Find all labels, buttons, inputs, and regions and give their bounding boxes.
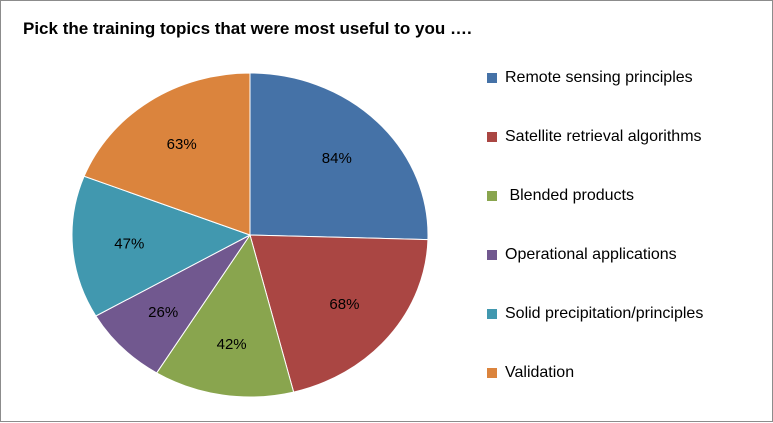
legend-item-operational-applications: Operational applications: [487, 246, 677, 264]
legend-label: Operational applications: [505, 246, 677, 263]
legend-item-satellite-retrieval: Satellite retrieval algorithms: [487, 128, 702, 146]
data-label-validation: 63%: [167, 136, 197, 153]
legend-swatch: [487, 250, 497, 260]
legend-label: Solid precipitation/principles: [505, 305, 704, 322]
legend-swatch: [487, 132, 497, 142]
legend-item-validation: Validation: [487, 364, 574, 382]
legend-swatch: [487, 309, 497, 319]
legend-label: Validation: [505, 364, 575, 381]
pie-slice-blended-products: [155, 233, 295, 398]
legend-item-solid-precipitation: Solid precipitation/principles: [487, 305, 703, 323]
data-label-solid-precipitation: 47%: [114, 235, 144, 252]
data-label-remote-sensing: 84%: [322, 150, 352, 167]
data-label-operational-applications: 26%: [148, 304, 178, 321]
data-label-satellite-retrieval: 68%: [329, 296, 359, 313]
legend-label: Blended products: [505, 187, 634, 204]
legend-label: Satellite retrieval algorithms: [505, 128, 702, 145]
legend-swatch: [487, 191, 497, 201]
legend-item-blended-products: Blended products: [487, 187, 634, 205]
data-label-blended-products: 42%: [217, 336, 247, 353]
legend-item-remote-sensing: Remote sensing principles: [487, 69, 693, 87]
pie-slice-validation: [83, 72, 251, 236]
legend-label: Remote sensing principles: [505, 69, 693, 86]
chart-title: Pick the training topics that were most …: [23, 19, 472, 38]
pie-slice-satellite-retrieval: [249, 234, 429, 393]
legend-swatch: [487, 368, 497, 378]
legend-swatch: [487, 73, 497, 83]
pie-slice-solid-precipitation: [71, 175, 252, 317]
pie-slice-remote-sensing: [249, 72, 429, 241]
